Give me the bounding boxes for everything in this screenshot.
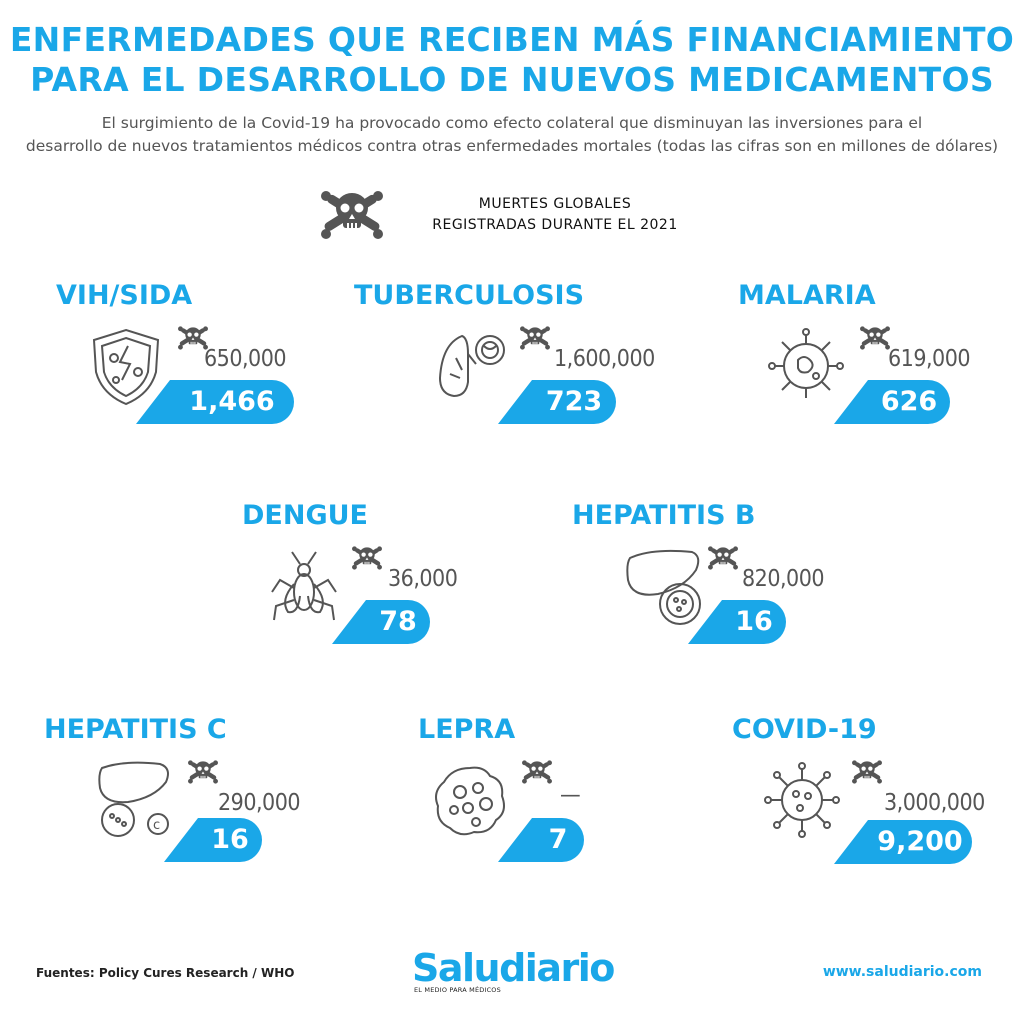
- disease-name: HEPATITIS C: [44, 714, 227, 745]
- disease-card-malaria: MALARIA 619,000 626: [738, 280, 998, 450]
- skull-crossbones-icon: [318, 186, 386, 244]
- legend: MUERTES GLOBALES REGISTRADAS DURANTE EL …: [318, 186, 698, 246]
- skull-icon: [186, 758, 220, 786]
- disease-name: TUBERCULOSIS: [354, 280, 585, 311]
- deaths-value: —: [560, 782, 581, 808]
- legend-line-2: REGISTRADAS DURANTE EL 2021: [432, 217, 678, 233]
- skull-icon: [350, 544, 384, 572]
- funding-value: 1,466: [136, 380, 294, 424]
- legend-text: MUERTES GLOBALES REGISTRADAS DURANTE EL …: [410, 194, 700, 236]
- parasite-cell-icon: [768, 328, 844, 398]
- funding-value: 78: [332, 600, 430, 644]
- skull-icon: [518, 324, 552, 352]
- disease-card-dengue: DENGUE 36,000 78: [242, 500, 502, 670]
- disease-card-hepatitis-c: HEPATITIS C c 290,000 16: [44, 714, 304, 884]
- funding-value: 723: [498, 380, 616, 424]
- funding-value: 7: [498, 818, 584, 862]
- disease-card-vih-sida: VIH/SIDA 650,000 1,466: [56, 280, 316, 450]
- shield-virus-icon: [92, 328, 160, 406]
- disease-name: DENGUE: [242, 500, 368, 531]
- disease-name: VIH/SIDA: [56, 280, 193, 311]
- bacteria-cluster-icon: [435, 766, 505, 836]
- deaths-value: 650,000: [204, 346, 287, 372]
- deaths-value: 3,000,000: [884, 790, 985, 816]
- page-title: ENFERMEDADES QUE RECIBEN MÁS FINANCIAMIE…: [0, 20, 1024, 100]
- disease-name: LEPRA: [418, 714, 516, 745]
- skull-icon: [858, 324, 892, 352]
- deaths-value: 36,000: [388, 566, 458, 592]
- disease-card-lepra: LEPRA — 7: [418, 714, 678, 884]
- funding-value: 9,200: [834, 820, 972, 864]
- funding-value: 626: [834, 380, 950, 424]
- svg-text:c: c: [153, 818, 160, 833]
- legend-line-1: MUERTES GLOBALES: [478, 196, 632, 212]
- saludiario-logo[interactable]: Saludiario EL MEDIO PARA MÉDICOS: [412, 946, 615, 998]
- deaths-value: 290,000: [218, 790, 301, 816]
- disease-card-covid-19: COVID-19 3,000,000 9,200: [732, 714, 992, 884]
- skull-icon: [706, 544, 740, 572]
- title-line-2: PARA EL DESARROLLO DE NUEVOS MEDICAMENTO…: [30, 60, 994, 99]
- mosquito-icon: [271, 551, 337, 621]
- website-link[interactable]: www.saludiario.com: [822, 964, 982, 980]
- funding-value: 16: [164, 818, 262, 862]
- disease-name: COVID-19: [732, 714, 877, 745]
- funding-value: 16: [688, 600, 786, 644]
- disease-name: MALARIA: [738, 280, 876, 311]
- disease-card-tuberculosis: TUBERCULOSIS 1,600,000 723: [354, 280, 655, 450]
- subtitle: El surgimiento de la Covid-19 ha provoca…: [20, 112, 1004, 158]
- subtitle-line-2: desarrollo de nuevos tratamientos médico…: [25, 137, 999, 155]
- skull-icon: [850, 758, 884, 786]
- deaths-value: 820,000: [742, 566, 825, 592]
- disease-card-hepatitis-b: HEPATITIS B 820,000 16: [572, 500, 832, 670]
- lungs-icon: [438, 334, 505, 398]
- logo-brand: Saludiario: [412, 946, 615, 990]
- coronavirus-icon: [764, 762, 840, 838]
- logo-tagline: EL MEDIO PARA MÉDICOS: [414, 986, 501, 994]
- disease-name: HEPATITIS B: [572, 500, 756, 531]
- subtitle-line-1: El surgimiento de la Covid-19 ha provoca…: [101, 114, 923, 132]
- sources-text: Fuentes: Policy Cures Research / WHO: [36, 966, 295, 980]
- deaths-value: 1,600,000: [554, 346, 655, 372]
- deaths-value: 619,000: [888, 346, 971, 372]
- skull-icon: [520, 758, 554, 786]
- title-line-1: ENFERMEDADES QUE RECIBEN MÁS FINANCIAMIE…: [9, 20, 1015, 59]
